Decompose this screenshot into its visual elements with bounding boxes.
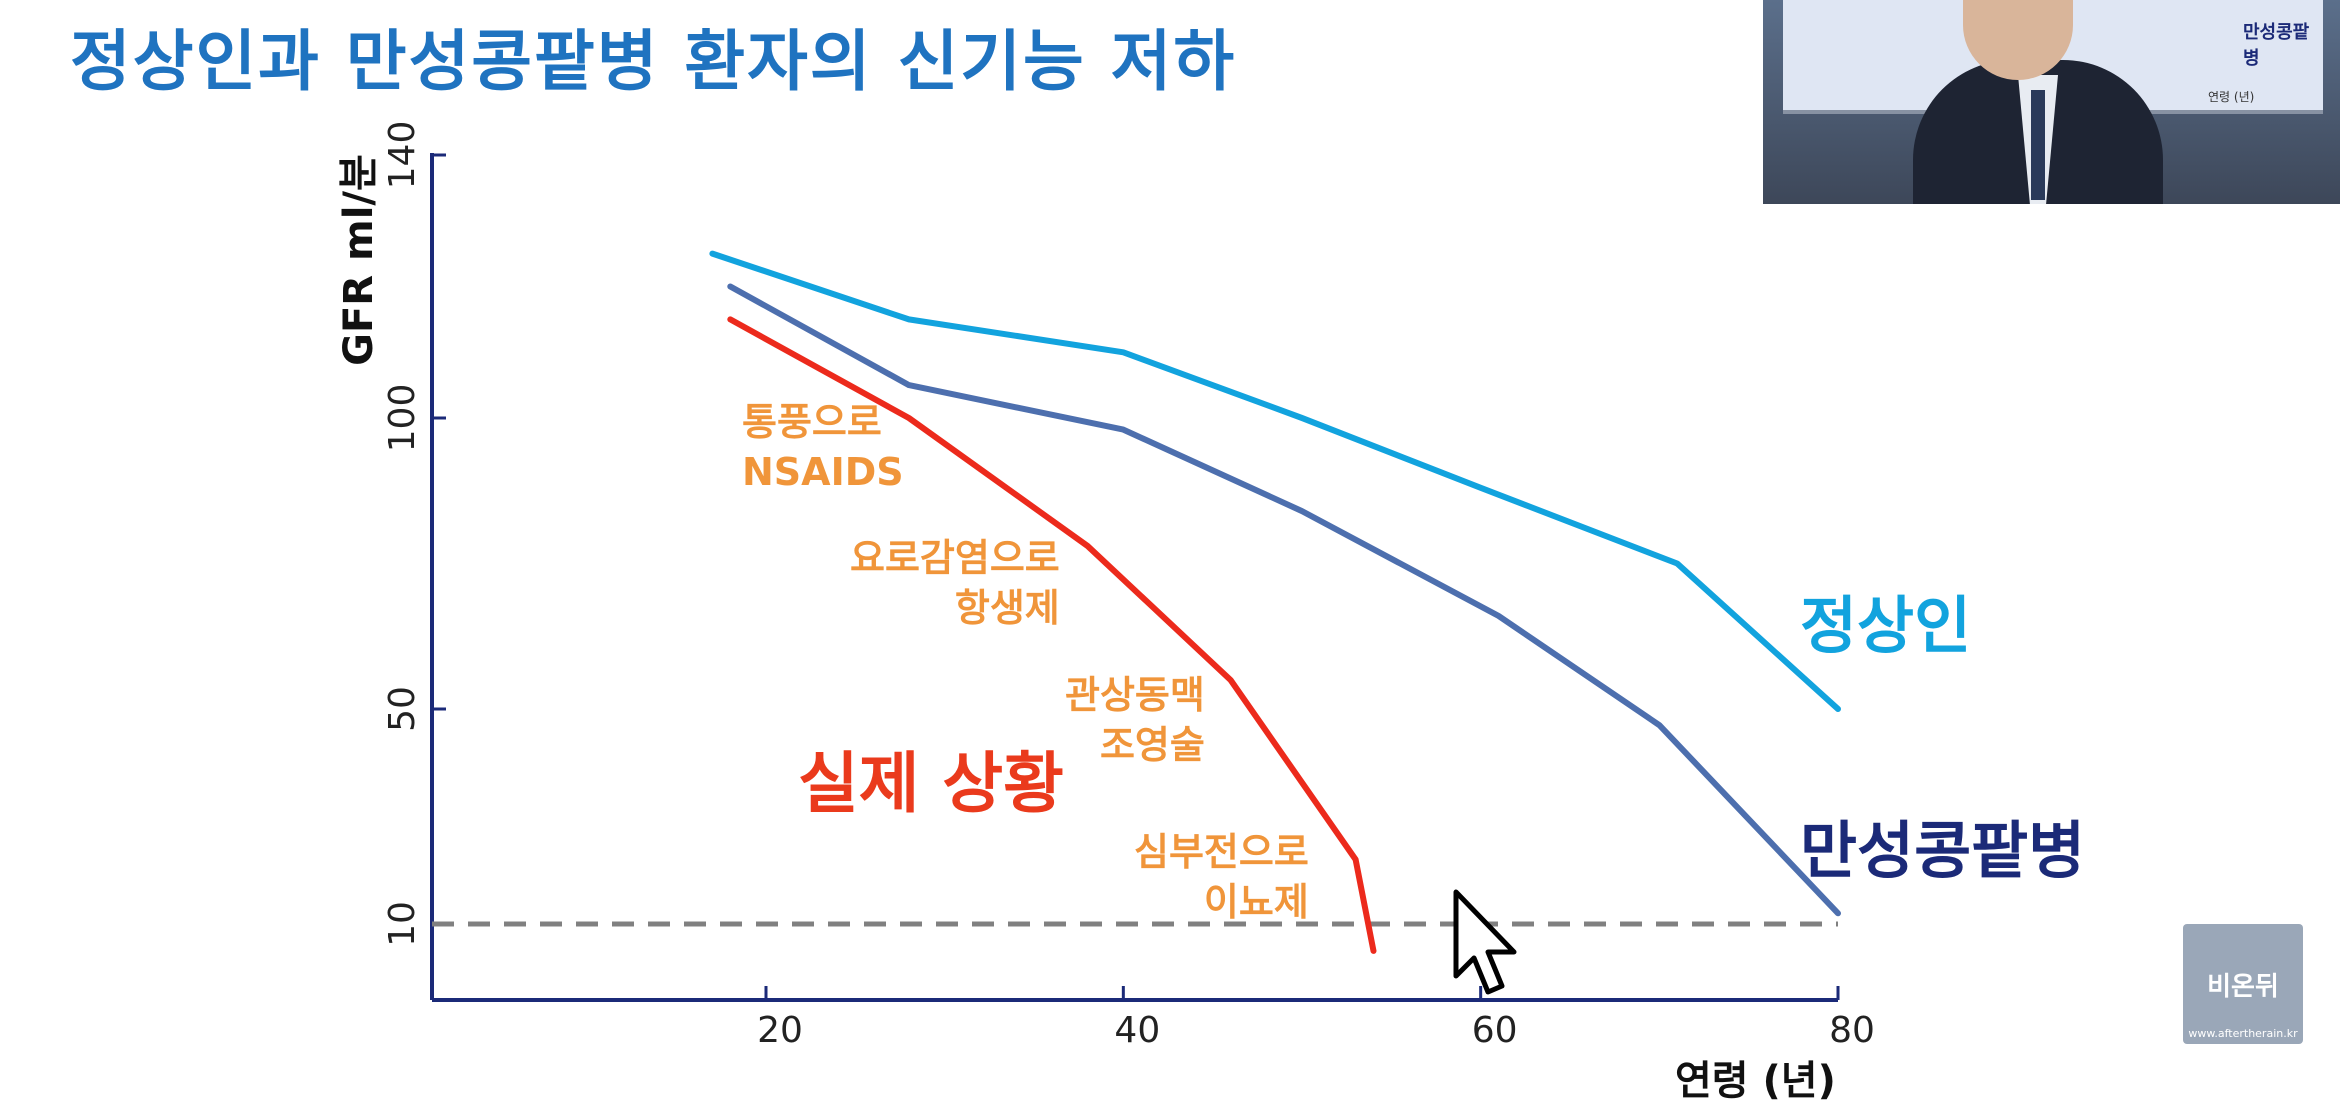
x-tick-label-0: 20 [757, 1010, 803, 1051]
series-label-actual: 실제 상황 [798, 745, 1064, 822]
annotation-uti-line1: 요로감염으로 [850, 536, 1060, 580]
gfr-chart: 10 50 100 140 20 40 60 80 [382, 121, 1875, 1051]
annotation-gout-line1: 통풍으로 [742, 400, 882, 444]
mouse-cursor-icon [1453, 889, 1517, 995]
x-tick-label-3: 80 [1829, 1010, 1875, 1051]
channel-logo: 비온뒤 www.aftertherain.kr [2183, 924, 2303, 1044]
presenter-tie [2031, 90, 2045, 200]
series-lines [709, 250, 1841, 954]
webcam-screen-label: 만성콩팥병 [2243, 22, 2310, 69]
annotation-heart-failure-line2: 이뇨제 [1203, 880, 1309, 924]
y-tick-label-3: 140 [382, 121, 423, 190]
series-label-ckd: 만성콩팥병 [1800, 814, 2086, 887]
annotation-uti: 요로감염으로 항생제 [850, 533, 1060, 633]
y-tick-label-0: 10 [382, 901, 423, 947]
slide-title: 정상인과 만성콩팥병 환자의 신기능 저하 [70, 23, 1237, 100]
annotation-uti-line2: 항생제 [954, 586, 1060, 630]
series-line-actual [727, 316, 1377, 954]
annotation-heart-failure: 심부전으로 이뇨제 [1134, 827, 1309, 927]
logo-text: 비온뒤 [2207, 972, 2279, 1002]
logo-url: www.aftertherain.kr [2188, 1027, 2298, 1040]
webcam-screen-axis: 연령 (년) [2208, 90, 2255, 104]
y-tick-label-1: 50 [382, 686, 423, 732]
series-line-normal [709, 250, 1841, 712]
annotation-angiography-line1: 관상동맥 [1065, 673, 1205, 717]
annotation-angiography-line2: 조영술 [1099, 723, 1205, 767]
annotation-angiography: 관상동맥 조영술 [1065, 670, 1205, 770]
series-line-ckd [727, 283, 1841, 917]
y-tick-label-2: 100 [382, 384, 423, 453]
x-axis-title: 연령 (년) [1675, 1058, 1836, 1104]
y-axis-title: GFR ml/분 [336, 154, 382, 366]
webcam-overlay: 만성콩팥병 연령 (년) [1763, 0, 2340, 204]
annotation-gout-line2: NSAIDS [742, 450, 904, 494]
series-label-normal: 정상인 [1800, 589, 1972, 662]
annotation-gout: 통풍으로 NSAIDS [742, 397, 904, 497]
x-tick-label-2: 60 [1472, 1010, 1518, 1051]
tick-labels: 10 50 100 140 20 40 60 80 [382, 121, 1875, 1051]
x-tick-label-1: 40 [1114, 1010, 1160, 1051]
annotation-heart-failure-line1: 심부전으로 [1134, 830, 1309, 874]
